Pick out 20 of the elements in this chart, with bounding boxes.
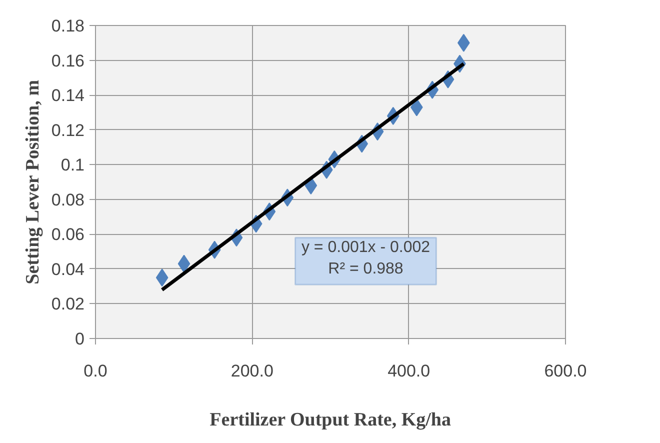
x-tick-label: 0.0 bbox=[84, 362, 108, 380]
annotation: y = 0.001x - 0.002 bbox=[301, 238, 430, 256]
point bbox=[156, 268, 168, 287]
y-tick-label: 0.1 bbox=[60, 156, 85, 175]
y-tick-label: 0.12 bbox=[51, 120, 85, 140]
y-tick-label: 0 bbox=[75, 330, 85, 348]
x-tick-label: 200.0 bbox=[230, 362, 274, 380]
y-tick-label: 0.14 bbox=[51, 86, 85, 106]
y-tick-label: 0.04 bbox=[51, 260, 85, 279]
x-tick-label: 600.0 bbox=[544, 362, 587, 380]
y-tick-label: 0.18 bbox=[51, 16, 85, 36]
x-axis-title: Fertilizer Output Rate, Kg/ha bbox=[210, 410, 452, 430]
y-tick-label: 0.02 bbox=[51, 294, 85, 314]
point bbox=[178, 254, 190, 273]
y-tick-label: 0.06 bbox=[51, 225, 85, 244]
annotation: R² = 0.988 bbox=[328, 260, 404, 278]
y-axis-title: Setting Lever Position, m bbox=[22, 80, 44, 284]
y-tick-label: 0.08 bbox=[51, 190, 85, 210]
y-tick-label: 0.16 bbox=[51, 51, 85, 70]
x-tick-label: 400.0 bbox=[388, 362, 430, 380]
